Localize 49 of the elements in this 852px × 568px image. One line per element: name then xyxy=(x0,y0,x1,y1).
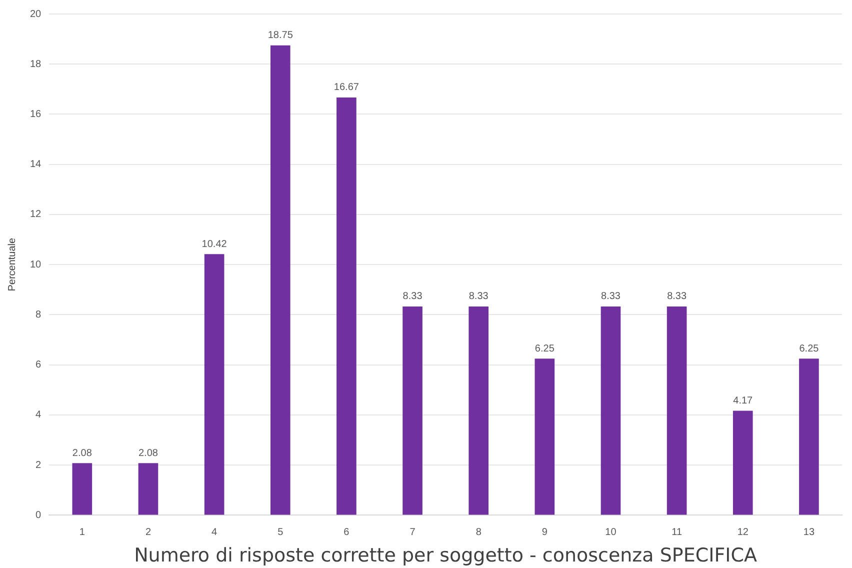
data-label: 8.33 xyxy=(667,291,687,302)
x-tick-label: 6 xyxy=(344,526,350,538)
y-tick-label: 10 xyxy=(30,259,42,270)
y-axis-title: Percentuale xyxy=(6,237,18,292)
bar xyxy=(732,410,753,515)
x-axis-title: Numero di risposte corrette per soggetto - conoscenza SPECIFICA xyxy=(134,544,758,567)
data-label: 18.75 xyxy=(268,30,294,42)
x-tick-label: 5 xyxy=(278,526,284,538)
x-tick-label: 13 xyxy=(803,526,815,538)
y-tick-label: 6 xyxy=(36,360,42,371)
bar xyxy=(468,306,489,515)
x-tick-label: 10 xyxy=(605,526,617,538)
y-tick-label: 14 xyxy=(30,159,42,170)
bar xyxy=(72,463,92,515)
y-tick-label: 2 xyxy=(36,460,42,471)
x-tick-label: 2 xyxy=(145,526,152,538)
data-label: 4.17 xyxy=(733,395,754,406)
x-tick-label: 1 xyxy=(79,526,86,538)
x-tick-label: 4 xyxy=(212,526,218,538)
bar xyxy=(600,306,621,515)
data-label: 10.42 xyxy=(202,238,228,250)
bar xyxy=(204,254,224,515)
bar xyxy=(270,45,290,515)
x-tick-label: 12 xyxy=(737,526,749,538)
x-tick-label: 9 xyxy=(542,526,548,538)
data-label: 2.08 xyxy=(72,448,92,459)
y-tick-label: 4 xyxy=(36,410,42,421)
bar xyxy=(402,306,422,515)
data-label: 8.33 xyxy=(468,291,489,302)
data-label: 8.33 xyxy=(402,291,423,302)
y-tick-label: 20 xyxy=(30,8,42,20)
x-tick-label: 7 xyxy=(410,526,416,538)
x-tick-label: 11 xyxy=(672,526,682,538)
data-label: 6.25 xyxy=(799,343,820,354)
data-label: 6.25 xyxy=(534,343,555,354)
data-label: 2.08 xyxy=(138,448,158,459)
y-tick-label: 12 xyxy=(30,209,42,220)
y-tick-label: 0 xyxy=(36,510,42,521)
y-tick-label: 18 xyxy=(30,58,42,70)
bar xyxy=(336,97,356,515)
bar xyxy=(799,358,819,515)
bar xyxy=(534,358,555,515)
x-tick-label: 8 xyxy=(476,526,482,538)
data-label: 8.33 xyxy=(601,291,621,302)
bar xyxy=(666,306,687,515)
y-tick-label: 8 xyxy=(36,309,42,320)
data-label: 16.67 xyxy=(334,82,360,94)
y-tick-label: 16 xyxy=(30,108,42,120)
bar xyxy=(138,463,158,515)
